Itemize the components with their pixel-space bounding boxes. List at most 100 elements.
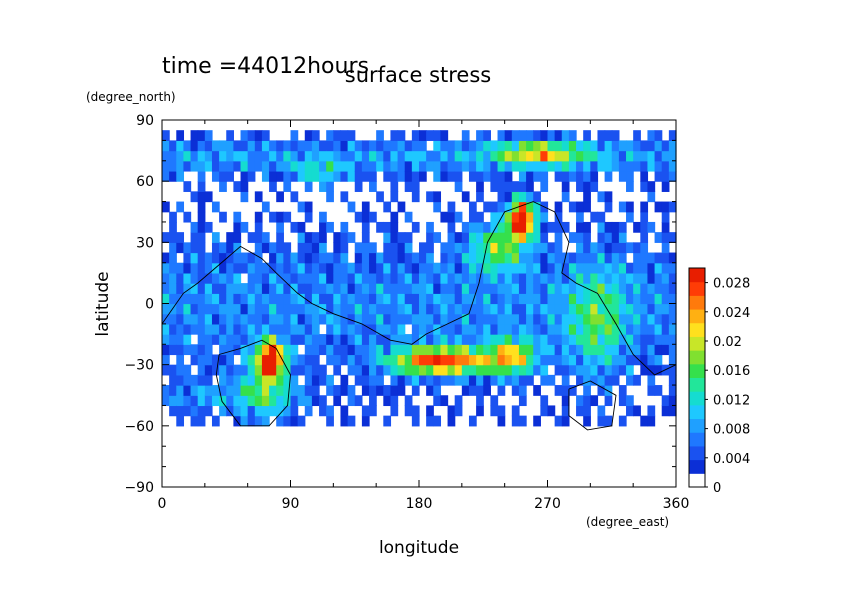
field-cell [590, 374, 599, 386]
field-cell [354, 334, 363, 345]
field-cell [483, 221, 491, 233]
field-cell [668, 323, 677, 335]
field-cell [426, 334, 434, 345]
field-cell [554, 232, 563, 243]
field-cell [447, 283, 456, 294]
field-cell [454, 242, 463, 254]
field-cell [219, 150, 227, 162]
field-cell [390, 272, 399, 284]
field-cell [361, 160, 370, 172]
field-cell [504, 170, 513, 182]
field-cell [454, 354, 463, 366]
field-cell [340, 385, 349, 396]
field-cell [183, 283, 192, 294]
field-cell [419, 272, 427, 284]
field-cell [340, 313, 349, 325]
field-cell [547, 405, 556, 417]
field-cell [511, 181, 520, 192]
field-cell [326, 262, 334, 274]
field-cell [304, 385, 313, 396]
field-cell [661, 252, 670, 264]
field-cell [633, 374, 641, 386]
field-cell [169, 160, 177, 172]
colorbar-swatch [689, 418, 705, 433]
field-cell [440, 313, 449, 325]
field-cell [190, 160, 199, 172]
field-cell [219, 211, 227, 223]
field-cell [468, 262, 477, 274]
field-cell [204, 364, 213, 376]
field-cell [283, 303, 292, 315]
field-cell [162, 364, 170, 376]
field-cell [297, 150, 306, 162]
field-cell [590, 395, 599, 407]
colorbar-tick-label: 0.02 [713, 335, 742, 350]
field-cell [376, 221, 384, 233]
field-cell [404, 334, 413, 345]
field-cell [454, 150, 463, 162]
field-cell [426, 415, 434, 427]
field-cell [526, 364, 534, 376]
field-cell [490, 140, 499, 152]
field-cell [547, 293, 556, 305]
field-cell [497, 405, 506, 417]
field-cell [383, 262, 392, 274]
field-cell [340, 334, 349, 345]
colorbar-swatch [689, 445, 705, 461]
field-cell [668, 293, 677, 305]
field-cell [461, 262, 470, 274]
field-cell [190, 395, 199, 407]
field-cell [576, 221, 584, 233]
field-cell [518, 334, 527, 345]
field-cell [433, 140, 442, 152]
field-cell [483, 293, 491, 305]
field-cell [269, 344, 277, 356]
field-cell [383, 272, 392, 284]
field-cell [347, 313, 356, 325]
field-cell [269, 364, 277, 376]
field-cell [533, 293, 541, 305]
field-cell [211, 293, 220, 305]
field-cell [504, 374, 513, 386]
field-cell [576, 323, 584, 335]
field-cell [604, 344, 613, 356]
field-cell [547, 221, 556, 233]
field-cell [504, 181, 513, 192]
field-cell [554, 385, 563, 396]
field-cell [597, 130, 606, 141]
field-cell [661, 293, 670, 305]
field-cell [433, 354, 442, 366]
field-cell [461, 374, 470, 386]
field-cell [183, 262, 192, 274]
field-cell [533, 170, 541, 182]
field-cell [426, 303, 434, 315]
field-cell [397, 232, 406, 243]
field-cell [261, 313, 270, 325]
field-cell [647, 323, 656, 335]
field-cell [333, 262, 342, 274]
field-cell [197, 130, 206, 141]
field-cell [340, 344, 349, 356]
field-cell [390, 242, 399, 254]
field-cell [369, 160, 377, 172]
field-cell [597, 293, 606, 305]
field-cell [554, 262, 563, 274]
field-cell [383, 344, 392, 356]
field-cell [183, 323, 192, 335]
field-cell [576, 181, 584, 192]
field-cell [354, 181, 363, 192]
field-cell [526, 140, 534, 152]
field-cell [162, 283, 170, 294]
field-cell [283, 323, 292, 335]
colorbar [688, 267, 708, 488]
field-cell [518, 140, 527, 152]
field-cell [204, 374, 213, 386]
field-cell [576, 272, 584, 284]
field-cell [204, 150, 213, 162]
field-cell [668, 385, 677, 396]
field-cell [240, 374, 249, 386]
field-cell [483, 354, 491, 366]
field-cell [169, 272, 177, 284]
field-cell [511, 415, 520, 427]
field-cell [576, 374, 584, 386]
